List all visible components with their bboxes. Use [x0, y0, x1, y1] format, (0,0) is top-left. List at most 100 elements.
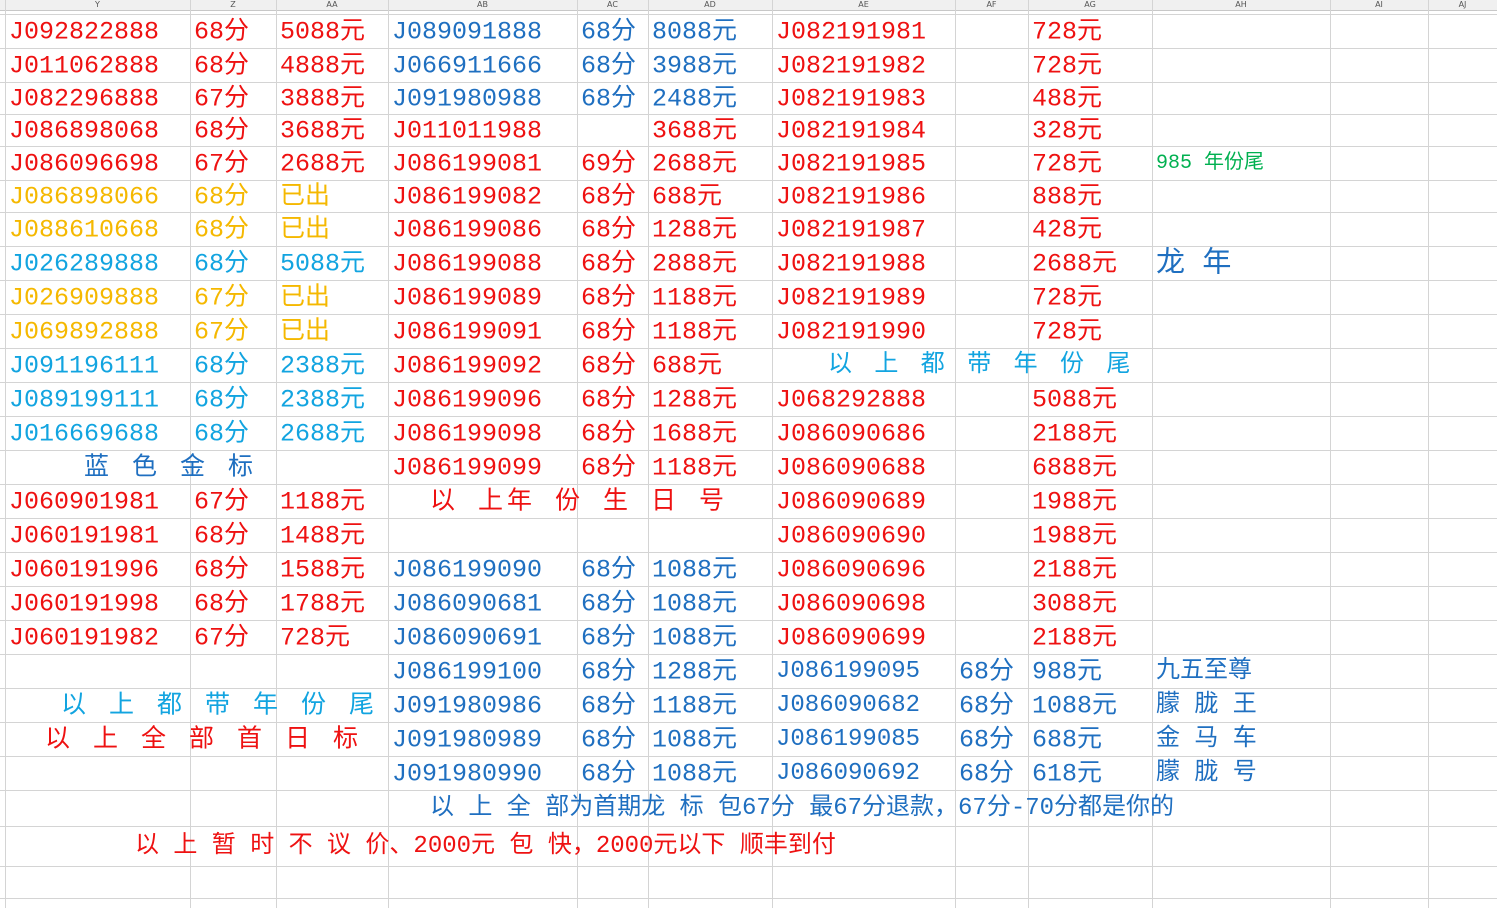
cell-text: 68分	[581, 283, 637, 313]
row-line	[0, 180, 1497, 181]
row-line	[0, 280, 1497, 281]
cell-text: 以 上 都 带 年 份 尾	[828, 352, 1135, 379]
cell-text: J086199090	[392, 555, 543, 585]
cell-text: J086090692	[776, 760, 921, 787]
cell-text: 67分	[194, 623, 250, 653]
cell-text: 728元	[1032, 51, 1103, 81]
cell-text: 已出	[280, 317, 331, 347]
cell-text: 1688元	[652, 419, 738, 449]
cell-text: J086090690	[776, 521, 927, 551]
cell-text: J082191987	[776, 215, 927, 245]
cell-text: 2188元	[1032, 555, 1118, 585]
cell-text: 68分	[581, 182, 637, 212]
row-line	[0, 552, 1497, 553]
cell-text: 728元	[1032, 17, 1103, 47]
column-line	[577, 0, 578, 908]
cell-text: 68分	[194, 17, 250, 47]
row-line	[0, 620, 1497, 621]
column-line	[1330, 0, 1331, 908]
cell-text: 68分	[581, 623, 637, 653]
cell-text: 2688元	[1032, 249, 1118, 279]
column-header: AG	[1084, 0, 1096, 9]
cell-text: 1188元	[652, 453, 738, 483]
cell-text: 728元	[280, 623, 351, 653]
cell-text: 68分	[581, 419, 637, 449]
cell-text: 2688元	[280, 149, 366, 179]
column-header: Y	[95, 0, 100, 9]
cell-text: 1588元	[280, 555, 366, 585]
cell-text: J082191984	[776, 116, 927, 146]
cell-text: J086090691	[392, 623, 543, 653]
cell-text: 已出	[280, 283, 331, 313]
cell-text: J086199086	[392, 215, 543, 245]
cell-text: J086090696	[776, 555, 927, 585]
cell-text: J060191982	[9, 623, 160, 653]
cell-text: 68分	[194, 249, 250, 279]
cell-text: J089199111	[9, 385, 160, 415]
cell-text: 728元	[1032, 283, 1103, 313]
row-line	[0, 348, 1497, 349]
cell-text: J086096698	[9, 149, 160, 179]
column-line	[388, 0, 389, 908]
row-line	[0, 586, 1497, 587]
cell-text: J086090699	[776, 623, 927, 653]
cell-text: 1288元	[652, 657, 738, 687]
cell-text: 68分	[194, 589, 250, 619]
cell-text: J060191996	[9, 555, 160, 585]
cell-text: 1188元	[280, 487, 366, 517]
cell-text: 朦 胧 王	[1156, 692, 1257, 719]
cell-text: 67分	[194, 149, 250, 179]
cell-text: J060191998	[9, 589, 160, 619]
cell-text: 2188元	[1032, 419, 1118, 449]
column-line	[1028, 0, 1029, 908]
column-header: AD	[704, 0, 716, 9]
cell-text: 68分	[194, 215, 250, 245]
cell-text: 67分	[194, 283, 250, 313]
cell-text: 2488元	[652, 84, 738, 114]
cell-text: 68分	[581, 51, 637, 81]
cell-text: 488元	[1032, 84, 1103, 114]
cell-text: J082191990	[776, 317, 927, 347]
cell-text: J089091888	[392, 17, 543, 47]
cell-text: 1288元	[652, 215, 738, 245]
column-line	[276, 0, 277, 908]
cell-text: 68分	[581, 589, 637, 619]
cell-text: 1788元	[280, 589, 366, 619]
cell-text: 1088元	[652, 759, 738, 789]
cell-text: J086090682	[776, 692, 921, 719]
column-line	[1428, 0, 1429, 908]
cell-text: 5088元	[280, 249, 366, 279]
cell-text: 68分	[581, 249, 637, 279]
cell-text: 68分	[194, 419, 250, 449]
cell-text: J016669688	[9, 419, 160, 449]
row-line	[0, 518, 1497, 519]
row-line	[0, 756, 1497, 757]
cell-text: 428元	[1032, 215, 1103, 245]
row-line	[0, 382, 1497, 383]
cell-text: 988元	[1032, 657, 1103, 687]
cell-text: 68分	[194, 521, 250, 551]
column-header: AB	[477, 0, 488, 9]
cell-text: 5088元	[1032, 385, 1118, 415]
cell-text: 已出	[280, 215, 331, 245]
cell-text: 朦 胧 号	[1156, 760, 1257, 787]
cell-text: 蓝 色 金 标	[84, 453, 258, 483]
row-line	[0, 484, 1497, 485]
cell-text: 2688元	[652, 149, 738, 179]
row-line	[0, 314, 1497, 315]
cell-text: J086199092	[392, 351, 543, 381]
column-header: AH	[1235, 0, 1247, 9]
row-line	[0, 898, 1497, 899]
cell-text: J086199082	[392, 182, 543, 212]
cell-text: 67分	[194, 317, 250, 347]
cell-text: 1088元	[1032, 691, 1118, 721]
column-header: Z	[230, 0, 236, 9]
cell-text: 68分	[581, 215, 637, 245]
cell-text: 68分	[194, 555, 250, 585]
column-line	[772, 0, 773, 908]
column-line	[1152, 0, 1153, 908]
cell-text: J091980986	[392, 691, 543, 721]
cell-text: J068292888	[776, 385, 927, 415]
cell-text: 68分	[581, 691, 637, 721]
cell-text: J082296888	[9, 84, 160, 114]
